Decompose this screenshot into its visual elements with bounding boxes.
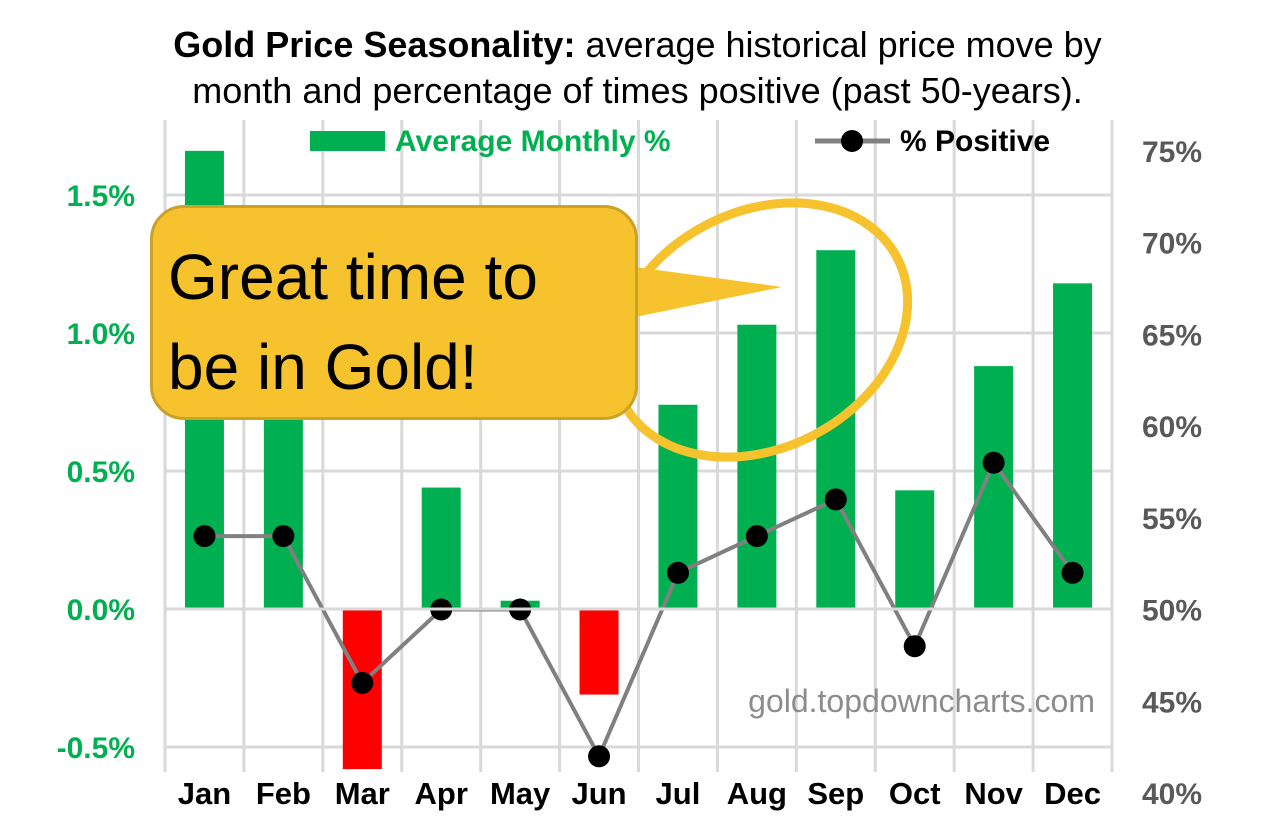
watermark: gold.topdowncharts.com	[748, 683, 1095, 719]
legend-bar-swatch	[310, 131, 385, 151]
axes: 1.5% 1.0% 0.5% 0.0% -0.5% 75% 70% 65% 60% 55% 50% 4…	[57, 136, 1202, 811]
right-tick-label: 55%	[1142, 503, 1202, 536]
category-label-jan: Jan	[178, 776, 231, 811]
category-label-dec: Dec	[1044, 776, 1101, 811]
marker-mar	[351, 671, 374, 694]
marker-oct	[903, 635, 926, 658]
category-label-oct: Oct	[889, 776, 941, 811]
category-label-sep: Sep	[807, 776, 864, 811]
marker-jul	[666, 561, 689, 584]
callout-text: Great time to be in Gold!	[168, 232, 628, 412]
category-label-aug: Aug	[727, 776, 787, 811]
callout-pointer	[620, 265, 782, 320]
legend-bar-label: Average Monthly %	[395, 125, 671, 158]
category-label-apr: Apr	[415, 776, 468, 811]
marker-jun	[588, 745, 611, 768]
right-tick-label: 45%	[1142, 686, 1202, 719]
callout-line2: be in Gold!	[168, 331, 478, 403]
right-tick-label: 70%	[1142, 228, 1202, 261]
category-label-feb: Feb	[256, 776, 311, 811]
category-label-may: May	[490, 776, 551, 811]
right-tick-label: 50%	[1142, 595, 1202, 628]
category-label-jul: Jul	[656, 776, 701, 811]
chart-title-line2: month and percentage of times positive (…	[192, 70, 1083, 111]
category-label-nov: Nov	[964, 776, 1023, 811]
right-tick-label: 75%	[1142, 136, 1202, 169]
marker-jan	[193, 525, 216, 548]
chart-title-rest: average historical price move by	[575, 24, 1102, 65]
bar-dec	[1053, 283, 1093, 609]
bar-nov	[974, 366, 1014, 609]
percent-positive-line	[204, 458, 1075, 761]
bar-jun	[579, 609, 619, 695]
left-tick-label: 0.5%	[67, 456, 135, 489]
bar-apr	[421, 487, 461, 609]
chart-title-bold: Gold Price Seasonality:	[173, 24, 576, 65]
marker-nov	[982, 451, 1005, 474]
chart-title: Gold Price Seasonality: average historic…	[0, 22, 1275, 114]
bar-oct	[895, 490, 935, 609]
category-label-jun: Jun	[571, 776, 626, 811]
marker-sep	[824, 488, 847, 511]
right-tick-label: 60%	[1142, 411, 1202, 444]
right-tick-label: 40%	[1142, 778, 1202, 811]
marker-dec	[1061, 561, 1084, 584]
left-tick-label: 0.0%	[67, 594, 135, 627]
left-tick-label: 1.5%	[67, 180, 135, 213]
left-tick-label: 1.0%	[67, 318, 135, 351]
callout-bubble	[150, 205, 638, 420]
callout-line1: Great time to	[168, 241, 538, 313]
legend-line-label: % Positive	[900, 125, 1050, 158]
marker-feb	[272, 525, 295, 548]
marker-aug	[745, 525, 768, 548]
bar-aug	[737, 324, 777, 609]
legend-line-marker	[841, 130, 863, 152]
left-tick-label: -0.5%	[57, 732, 135, 765]
right-tick-label: 65%	[1142, 319, 1202, 352]
category-label-mar: Mar	[335, 776, 390, 811]
